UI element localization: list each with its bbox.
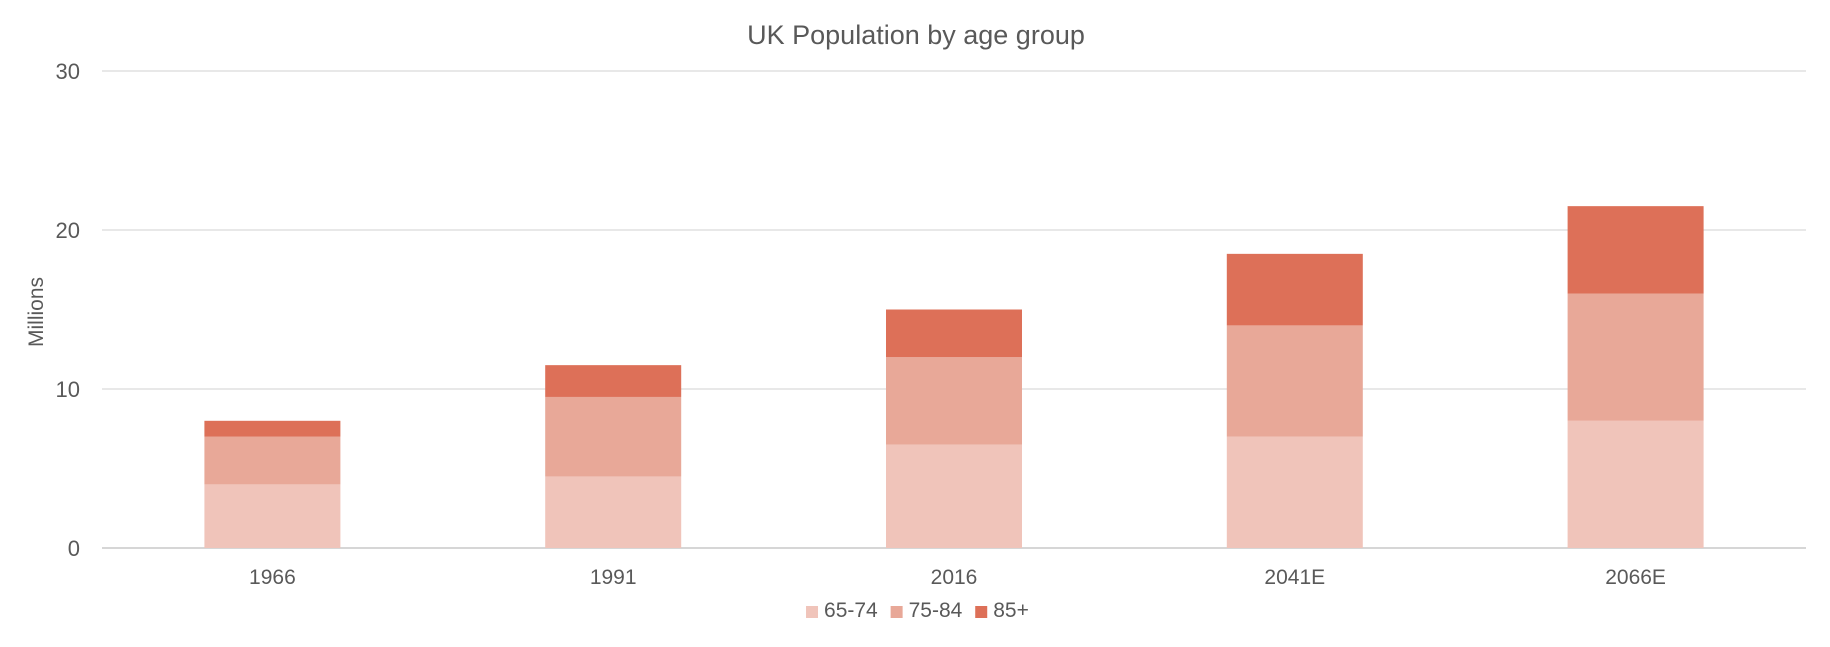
- bar-segment: [1226, 436, 1363, 548]
- legend-label: 65-74: [824, 599, 878, 622]
- bar-segment: [204, 436, 341, 485]
- bar-segment: [545, 396, 682, 477]
- bar-segment: [886, 309, 1022, 358]
- y-tick-label: 30: [56, 59, 80, 84]
- bar-segment: [1226, 253, 1363, 326]
- bar-segment: [204, 420, 341, 437]
- x-tick-label: 2066E: [1605, 566, 1666, 589]
- y-tick-label: 0: [68, 536, 80, 561]
- legend-swatch: [975, 606, 988, 618]
- x-tick-label: 1991: [590, 566, 637, 589]
- bar-segment: [886, 357, 1022, 445]
- bar-segment: [545, 365, 682, 397]
- y-tick-label: 10: [56, 377, 80, 402]
- bar-segment: [1567, 206, 1704, 294]
- chart-title: UK Population by age group: [747, 20, 1085, 50]
- legend-label: 85+: [993, 599, 1029, 622]
- bar-segment: [1567, 293, 1704, 421]
- axes: 0 10 20 30 1966 1991 2016 2041E 2066E: [56, 59, 1666, 589]
- legend-label: 75-84: [909, 599, 963, 622]
- x-tick-label: 2016: [931, 566, 978, 589]
- legend: 65-74 75-84 85+: [806, 599, 1029, 622]
- legend-swatch: [890, 606, 903, 618]
- x-tick-label: 2041E: [1264, 566, 1325, 589]
- bar-segment: [1567, 420, 1704, 548]
- bar-segment: [204, 484, 341, 548]
- bars: [204, 206, 1704, 548]
- x-tick-label: 1966: [249, 566, 296, 589]
- bar-segment: [1226, 325, 1363, 437]
- bar-segment: [886, 444, 1022, 548]
- bar-segment: [545, 476, 682, 548]
- y-tick-label: 20: [56, 218, 80, 243]
- legend-swatch: [806, 606, 819, 618]
- y-axis-label: Millions: [25, 277, 48, 347]
